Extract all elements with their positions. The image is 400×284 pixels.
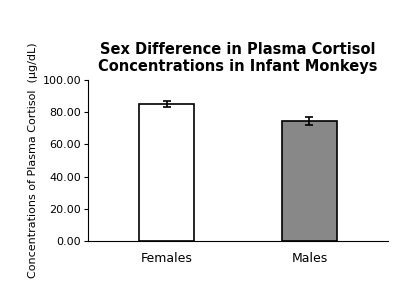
Title: Sex Difference in Plasma Cortisol
Concentrations in Infant Monkeys: Sex Difference in Plasma Cortisol Concen… — [98, 42, 378, 74]
Bar — [140, 104, 194, 241]
Bar — [282, 121, 336, 241]
Y-axis label: Concentrations of Plasma Cortisol  (µg/dL): Concentrations of Plasma Cortisol (µg/dL… — [28, 43, 38, 278]
